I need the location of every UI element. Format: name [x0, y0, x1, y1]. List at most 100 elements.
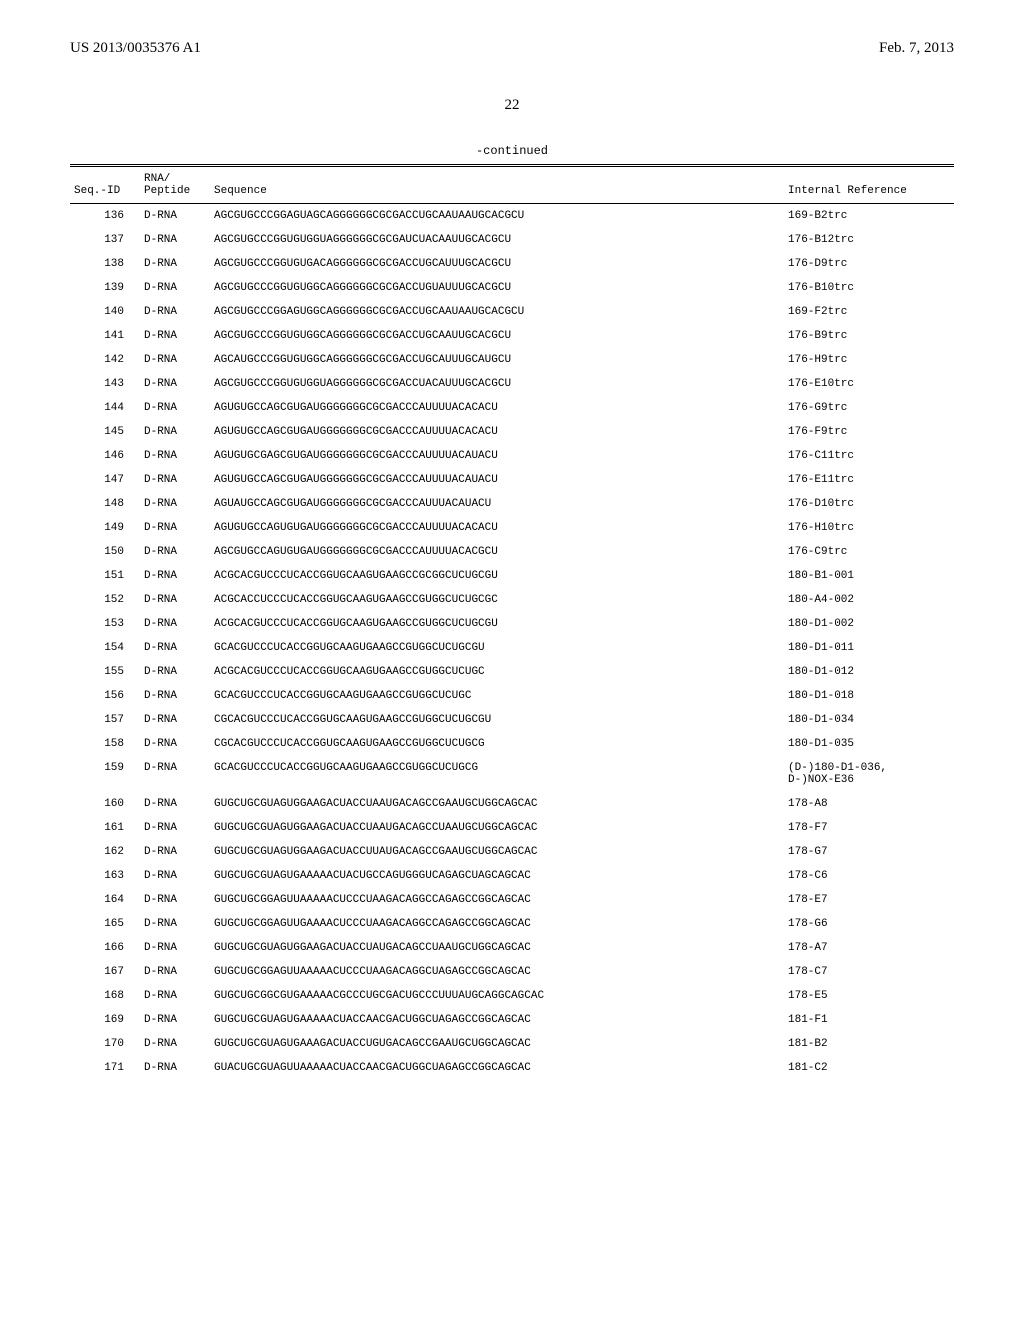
cell-rna: D-RNA [140, 684, 210, 708]
cell-seq-id: 139 [70, 276, 140, 300]
cell-internal-ref: 176-C11trc [784, 444, 954, 468]
table-body: 136D-RNAAGCGUGCCCGGAGUAGCAGGGGGGCGCGACCU… [70, 204, 954, 1081]
cell-internal-ref: 180-D1-012 [784, 660, 954, 684]
cell-rna: D-RNA [140, 468, 210, 492]
cell-internal-ref: 178-G7 [784, 840, 954, 864]
continued-label: -continued [70, 144, 954, 158]
cell-sequence: GUACUGCGUAGUUAAAAACUACCAACGACUGGCUAGAGCC… [210, 1056, 784, 1080]
col-rna-peptide: RNA/Peptide [140, 167, 210, 204]
cell-rna: D-RNA [140, 756, 210, 792]
cell-internal-ref: 176-E10trc [784, 372, 954, 396]
cell-internal-ref: 176-B10trc [784, 276, 954, 300]
cell-internal-ref: 176-B9trc [784, 324, 954, 348]
cell-seq-id: 136 [70, 204, 140, 229]
cell-internal-ref: 180-D1-034 [784, 708, 954, 732]
table-row: 165D-RNAGUGCUGCGGAGUUGAAAACUCCCUAAGACAGG… [70, 912, 954, 936]
cell-internal-ref: 176-B12trc [784, 228, 954, 252]
cell-internal-ref: 180-A4-002 [784, 588, 954, 612]
cell-seq-id: 144 [70, 396, 140, 420]
cell-rna: D-RNA [140, 708, 210, 732]
table-row: 164D-RNAGUGCUGCGGAGUUAAAAACUCCCUAAGACAGG… [70, 888, 954, 912]
cell-rna: D-RNA [140, 864, 210, 888]
cell-internal-ref: 169-F2trc [784, 300, 954, 324]
cell-rna: D-RNA [140, 420, 210, 444]
cell-seq-id: 138 [70, 252, 140, 276]
table-row: 150D-RNAAGCGUGCCAGUGUGAUGGGGGGGCGCGACCCA… [70, 540, 954, 564]
cell-sequence: GUGCUGCGGCGUGAAAAACGCCCUGCGACUGCCCUUUAUG… [210, 984, 784, 1008]
cell-internal-ref: 176-G9trc [784, 396, 954, 420]
cell-seq-id: 171 [70, 1056, 140, 1080]
cell-rna: D-RNA [140, 396, 210, 420]
sequence-table: Seq.-ID RNA/Peptide Sequence Internal Re… [70, 167, 954, 1080]
cell-seq-id: 147 [70, 468, 140, 492]
table-row: 158D-RNACGCACGUCCCUCACCGGUGCAAGUGAAGCCGU… [70, 732, 954, 756]
cell-seq-id: 151 [70, 564, 140, 588]
cell-internal-ref: 178-A7 [784, 936, 954, 960]
cell-rna: D-RNA [140, 888, 210, 912]
cell-internal-ref: 178-F7 [784, 816, 954, 840]
cell-seq-id: 156 [70, 684, 140, 708]
table-row: 154D-RNAGCACGUCCCUCACCGGUGCAAGUGAAGCCGUG… [70, 636, 954, 660]
cell-internal-ref: 176-H10trc [784, 516, 954, 540]
cell-seq-id: 169 [70, 1008, 140, 1032]
cell-sequence: AGCGUGCCCGGUGUGACAGGGGGGCGCGACCUGCAUUUGC… [210, 252, 784, 276]
cell-sequence: AGCGUGCCCGGUGUGGUAGGGGGGCGCGACCUACAUUUGC… [210, 372, 784, 396]
cell-sequence: GCACGUCCCUCACCGGUGCAAGUGAAGCCGUGGCUCUGC [210, 684, 784, 708]
cell-rna: D-RNA [140, 1032, 210, 1056]
cell-seq-id: 154 [70, 636, 140, 660]
cell-seq-id: 166 [70, 936, 140, 960]
cell-sequence: AGUGUGCCAGCGUGAUGGGGGGGCGCGACCCAUUUUACAU… [210, 468, 784, 492]
cell-sequence: AGUGUGCCAGCGUGAUGGGGGGGCGCGACCCAUUUUACAC… [210, 420, 784, 444]
cell-internal-ref: 180-D1-035 [784, 732, 954, 756]
cell-rna: D-RNA [140, 588, 210, 612]
table-row: 145D-RNAAGUGUGCCAGCGUGAUGGGGGGGCGCGACCCA… [70, 420, 954, 444]
cell-sequence: GUGCUGCGUAGUGGAAGACUACCUAUGACAGCCUAAUGCU… [210, 936, 784, 960]
cell-rna: D-RNA [140, 660, 210, 684]
table-row: 151D-RNAACGCACGUCCCUCACCGGUGCAAGUGAAGCCG… [70, 564, 954, 588]
cell-sequence: GUGCUGCGUAGUGAAAAACUACUGCCAGUGGGUCAGAGCU… [210, 864, 784, 888]
table-row: 169D-RNAGUGCUGCGUAGUGAAAAACUACCAACGACUGG… [70, 1008, 954, 1032]
col-internal-reference: Internal Reference [784, 167, 954, 204]
cell-rna: D-RNA [140, 912, 210, 936]
cell-internal-ref: 176-F9trc [784, 420, 954, 444]
cell-rna: D-RNA [140, 492, 210, 516]
table-row: 138D-RNAAGCGUGCCCGGUGUGACAGGGGGGCGCGACCU… [70, 252, 954, 276]
cell-sequence: ACGCACGUCCCUCACCGGUGCAAGUGAAGCCGUGGCUCUG… [210, 612, 784, 636]
table-row: 159D-RNAGCACGUCCCUCACCGGUGCAAGUGAAGCCGUG… [70, 756, 954, 792]
cell-sequence: AGUGUGCCAGCGUGAUGGGGGGGCGCGACCCAUUUUACAC… [210, 396, 784, 420]
table-row: 160D-RNAGUGCUGCGUAGUGGAAGACUACCUAAUGACAG… [70, 792, 954, 816]
cell-sequence: AGUGUGCCAGUGUGAUGGGGGGGCGCGACCCAUUUUACAC… [210, 516, 784, 540]
cell-seq-id: 167 [70, 960, 140, 984]
table-row: 147D-RNAAGUGUGCCAGCGUGAUGGGGGGGCGCGACCCA… [70, 468, 954, 492]
cell-internal-ref: 176-C9trc [784, 540, 954, 564]
cell-rna: D-RNA [140, 300, 210, 324]
cell-internal-ref: 178-E7 [784, 888, 954, 912]
cell-internal-ref: 176-D9trc [784, 252, 954, 276]
cell-internal-ref: (D-)180-D1-036, D-)NOX-E36 [784, 756, 954, 792]
cell-internal-ref: 180-D1-018 [784, 684, 954, 708]
table-row: 143D-RNAAGCGUGCCCGGUGUGGUAGGGGGGCGCGACCU… [70, 372, 954, 396]
cell-sequence: AGUAUGCCAGCGUGAUGGGGGGGCGCGACCCAUUUACAUA… [210, 492, 784, 516]
cell-sequence: GUGCUGCGUAGUGGAAGACUACCUUAUGACAGCCGAAUGC… [210, 840, 784, 864]
cell-seq-id: 142 [70, 348, 140, 372]
table-row: 148D-RNAAGUAUGCCAGCGUGAUGGGGGGGCGCGACCCA… [70, 492, 954, 516]
cell-sequence: GUGCUGCGGAGUUAAAAACUCCCUAAGACAGGCCAGAGCC… [210, 888, 784, 912]
cell-internal-ref: 178-G6 [784, 912, 954, 936]
table-row: 142D-RNAAGCAUGCCCGGUGUGGCAGGGGGGCGCGACCU… [70, 348, 954, 372]
cell-rna: D-RNA [140, 372, 210, 396]
cell-rna: D-RNA [140, 1056, 210, 1080]
cell-seq-id: 159 [70, 756, 140, 792]
cell-sequence: GUGCUGCGUAGUGAAAGACUACCUGUGACAGCCGAAUGCU… [210, 1032, 784, 1056]
cell-sequence: AGUGUGCGAGCGUGAUGGGGGGGCGCGACCCAUUUUACAU… [210, 444, 784, 468]
cell-sequence: AGCGUGCCCGGUGUGGCAGGGGGGCGCGACCUGCAAUUGC… [210, 324, 784, 348]
cell-sequence: AGCGUGCCCGGUGUGGUAGGGGGGCGCGAUCUACAAUUGC… [210, 228, 784, 252]
cell-internal-ref: 178-E5 [784, 984, 954, 1008]
cell-rna: D-RNA [140, 984, 210, 1008]
cell-sequence: GUGCUGCGGAGUUAAAAACUCCCUAAGACAGGCUAGAGCC… [210, 960, 784, 984]
cell-internal-ref: 181-B2 [784, 1032, 954, 1056]
cell-seq-id: 170 [70, 1032, 140, 1056]
table-row: 161D-RNAGUGCUGCGUAGUGGAAGACUACCUAAUGACAG… [70, 816, 954, 840]
publication-date: Feb. 7, 2013 [879, 40, 954, 57]
cell-rna: D-RNA [140, 732, 210, 756]
cell-rna: D-RNA [140, 228, 210, 252]
